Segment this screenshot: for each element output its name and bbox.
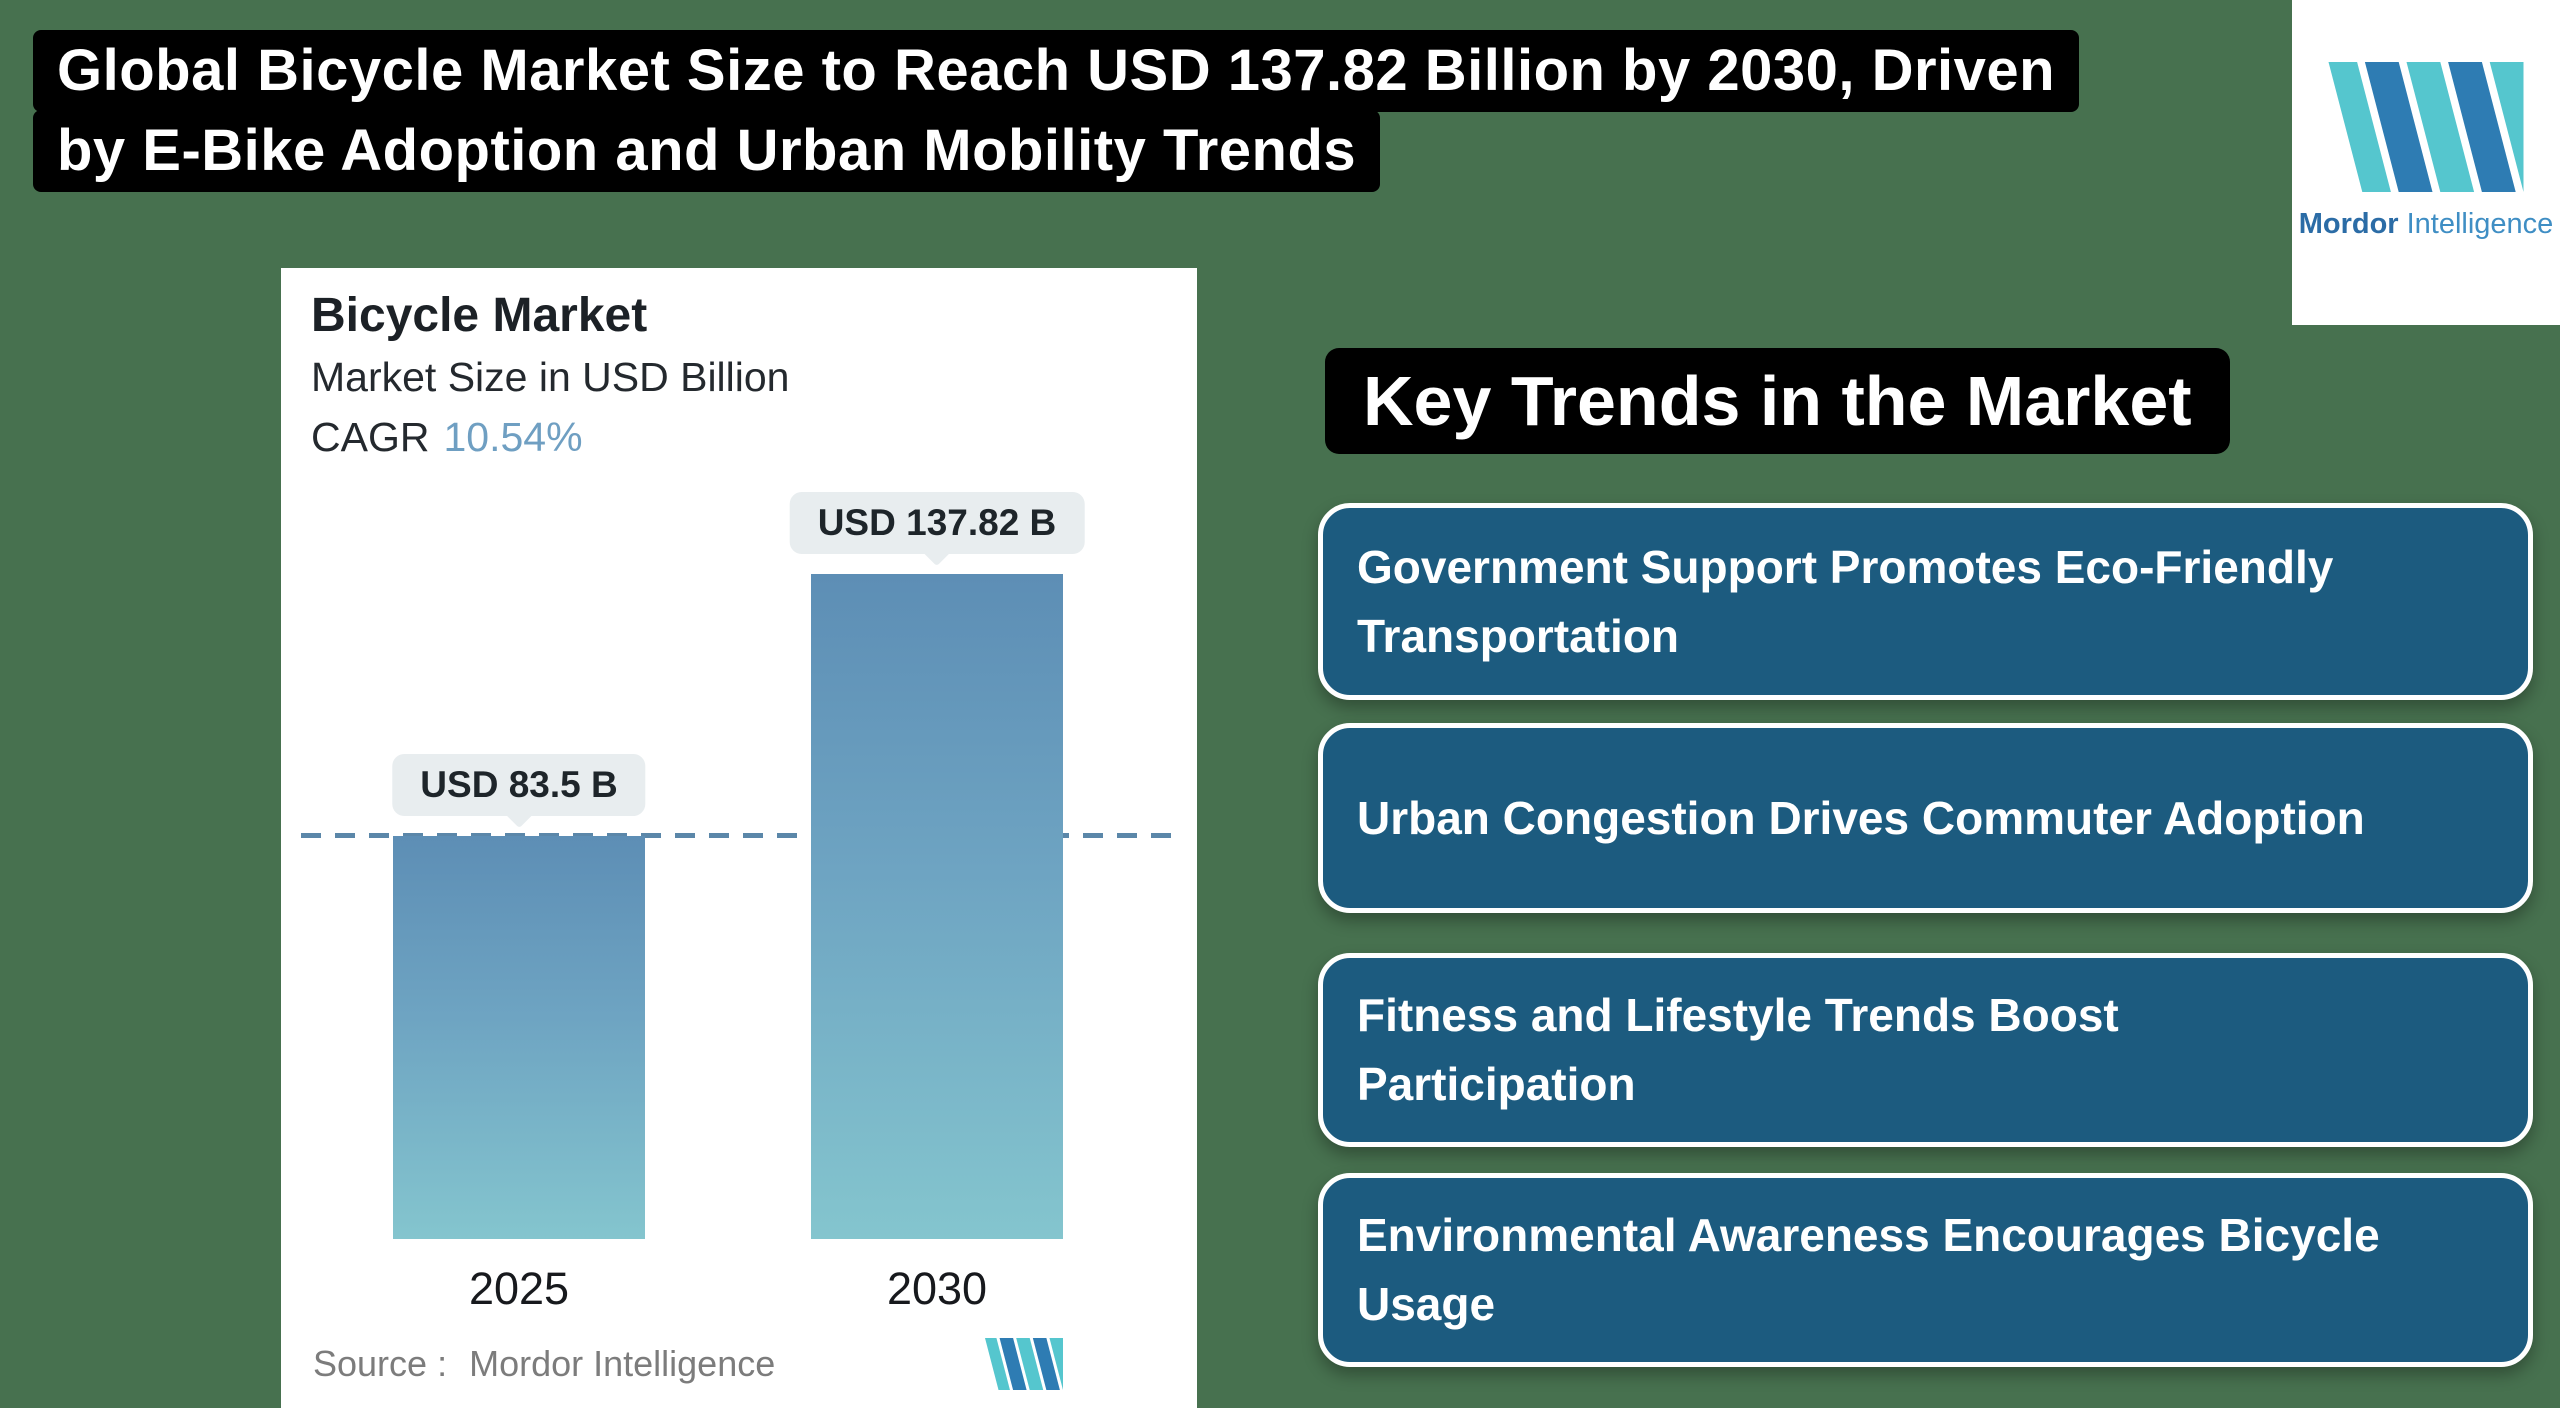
trend-box-urban-congestion: Urban Congestion Drives Commuter Adoptio…: [1318, 723, 2533, 913]
trend-text-line: Urban Congestion Drives Commuter Adoptio…: [1357, 791, 2365, 844]
page-title-line-2: by E-Bike Adoption and Urban Mobility Tr…: [33, 110, 1381, 192]
chart-cagr-row: CAGR 10.54%: [311, 414, 583, 461]
chart-title: Bicycle Market: [311, 289, 648, 342]
source-label: Source :: [313, 1343, 448, 1384]
trend-box-environmental-awareness: Environmental Awareness Encourages Bicyc…: [1318, 1173, 2533, 1367]
bar-group-2025: USD 83.5 B 2025: [392, 539, 646, 1314]
mordor-intelligence-mini-logo-icon: [985, 1338, 1063, 1390]
page-title: Global Bicycle Market Size to Reach USD …: [33, 30, 2080, 192]
x-axis-label: 2030: [886, 1263, 988, 1314]
trend-text-line: Fitness and Lifestyle Trends Boost: [1357, 989, 2119, 1041]
source-text: Source : Mordor Intelligence: [313, 1343, 775, 1385]
bar: [811, 574, 1063, 1239]
bar-value-pill: USD 137.82 B: [789, 492, 1085, 554]
brand-word-primary: Mordor: [2298, 208, 2399, 240]
cagr-value: 10.54%: [443, 414, 583, 460]
brand-badge: Mordor Intelligence: [2292, 0, 2560, 325]
key-trends-heading: Key Trends in the Market: [1325, 348, 2230, 455]
source-value: Mordor Intelligence: [469, 1343, 776, 1384]
bar: [393, 836, 645, 1239]
bar-value-pill: USD 83.5 B: [392, 754, 646, 817]
page-title-line-1: Global Bicycle Market Size to Reach USD …: [33, 30, 2080, 112]
trend-text-line: Transportation: [1357, 609, 1680, 662]
trend-text-line: Environmental Awareness Encourages Bicyc…: [1357, 1209, 2380, 1261]
bar-chart-plot-area: USD 83.5 B 2025 USD 137.82 B 2030: [301, 492, 1177, 1314]
cagr-label: CAGR: [311, 414, 430, 460]
bar-group-2030: USD 137.82 B 2030: [789, 492, 1085, 1314]
brand-word-secondary: Intelligence: [2406, 208, 2554, 240]
chart-subtitle: Market Size in USD Billion: [311, 354, 790, 400]
trend-box-fitness-lifestyle: Fitness and Lifestyle Trends Boost Parti…: [1318, 953, 2533, 1147]
trend-text-line: Participation: [1357, 1058, 1636, 1110]
mordor-intelligence-logo-icon: [2328, 62, 2524, 192]
trend-text-line: Usage: [1357, 1278, 1496, 1330]
source-row: Source : Mordor Intelligence: [313, 1338, 1063, 1390]
reference-dashed-line: [301, 833, 1177, 839]
trend-box-government-support: Government Support Promotes Eco-Friendly…: [1318, 503, 2533, 700]
bar-chart-card: Bicycle Market Market Size in USD Billio…: [281, 268, 1197, 1408]
brand-wordmark: Mordor Intelligence: [2299, 208, 2554, 241]
trend-text-line: Government Support Promotes Eco-Friendly: [1357, 540, 2334, 593]
x-axis-label: 2025: [468, 1263, 570, 1314]
